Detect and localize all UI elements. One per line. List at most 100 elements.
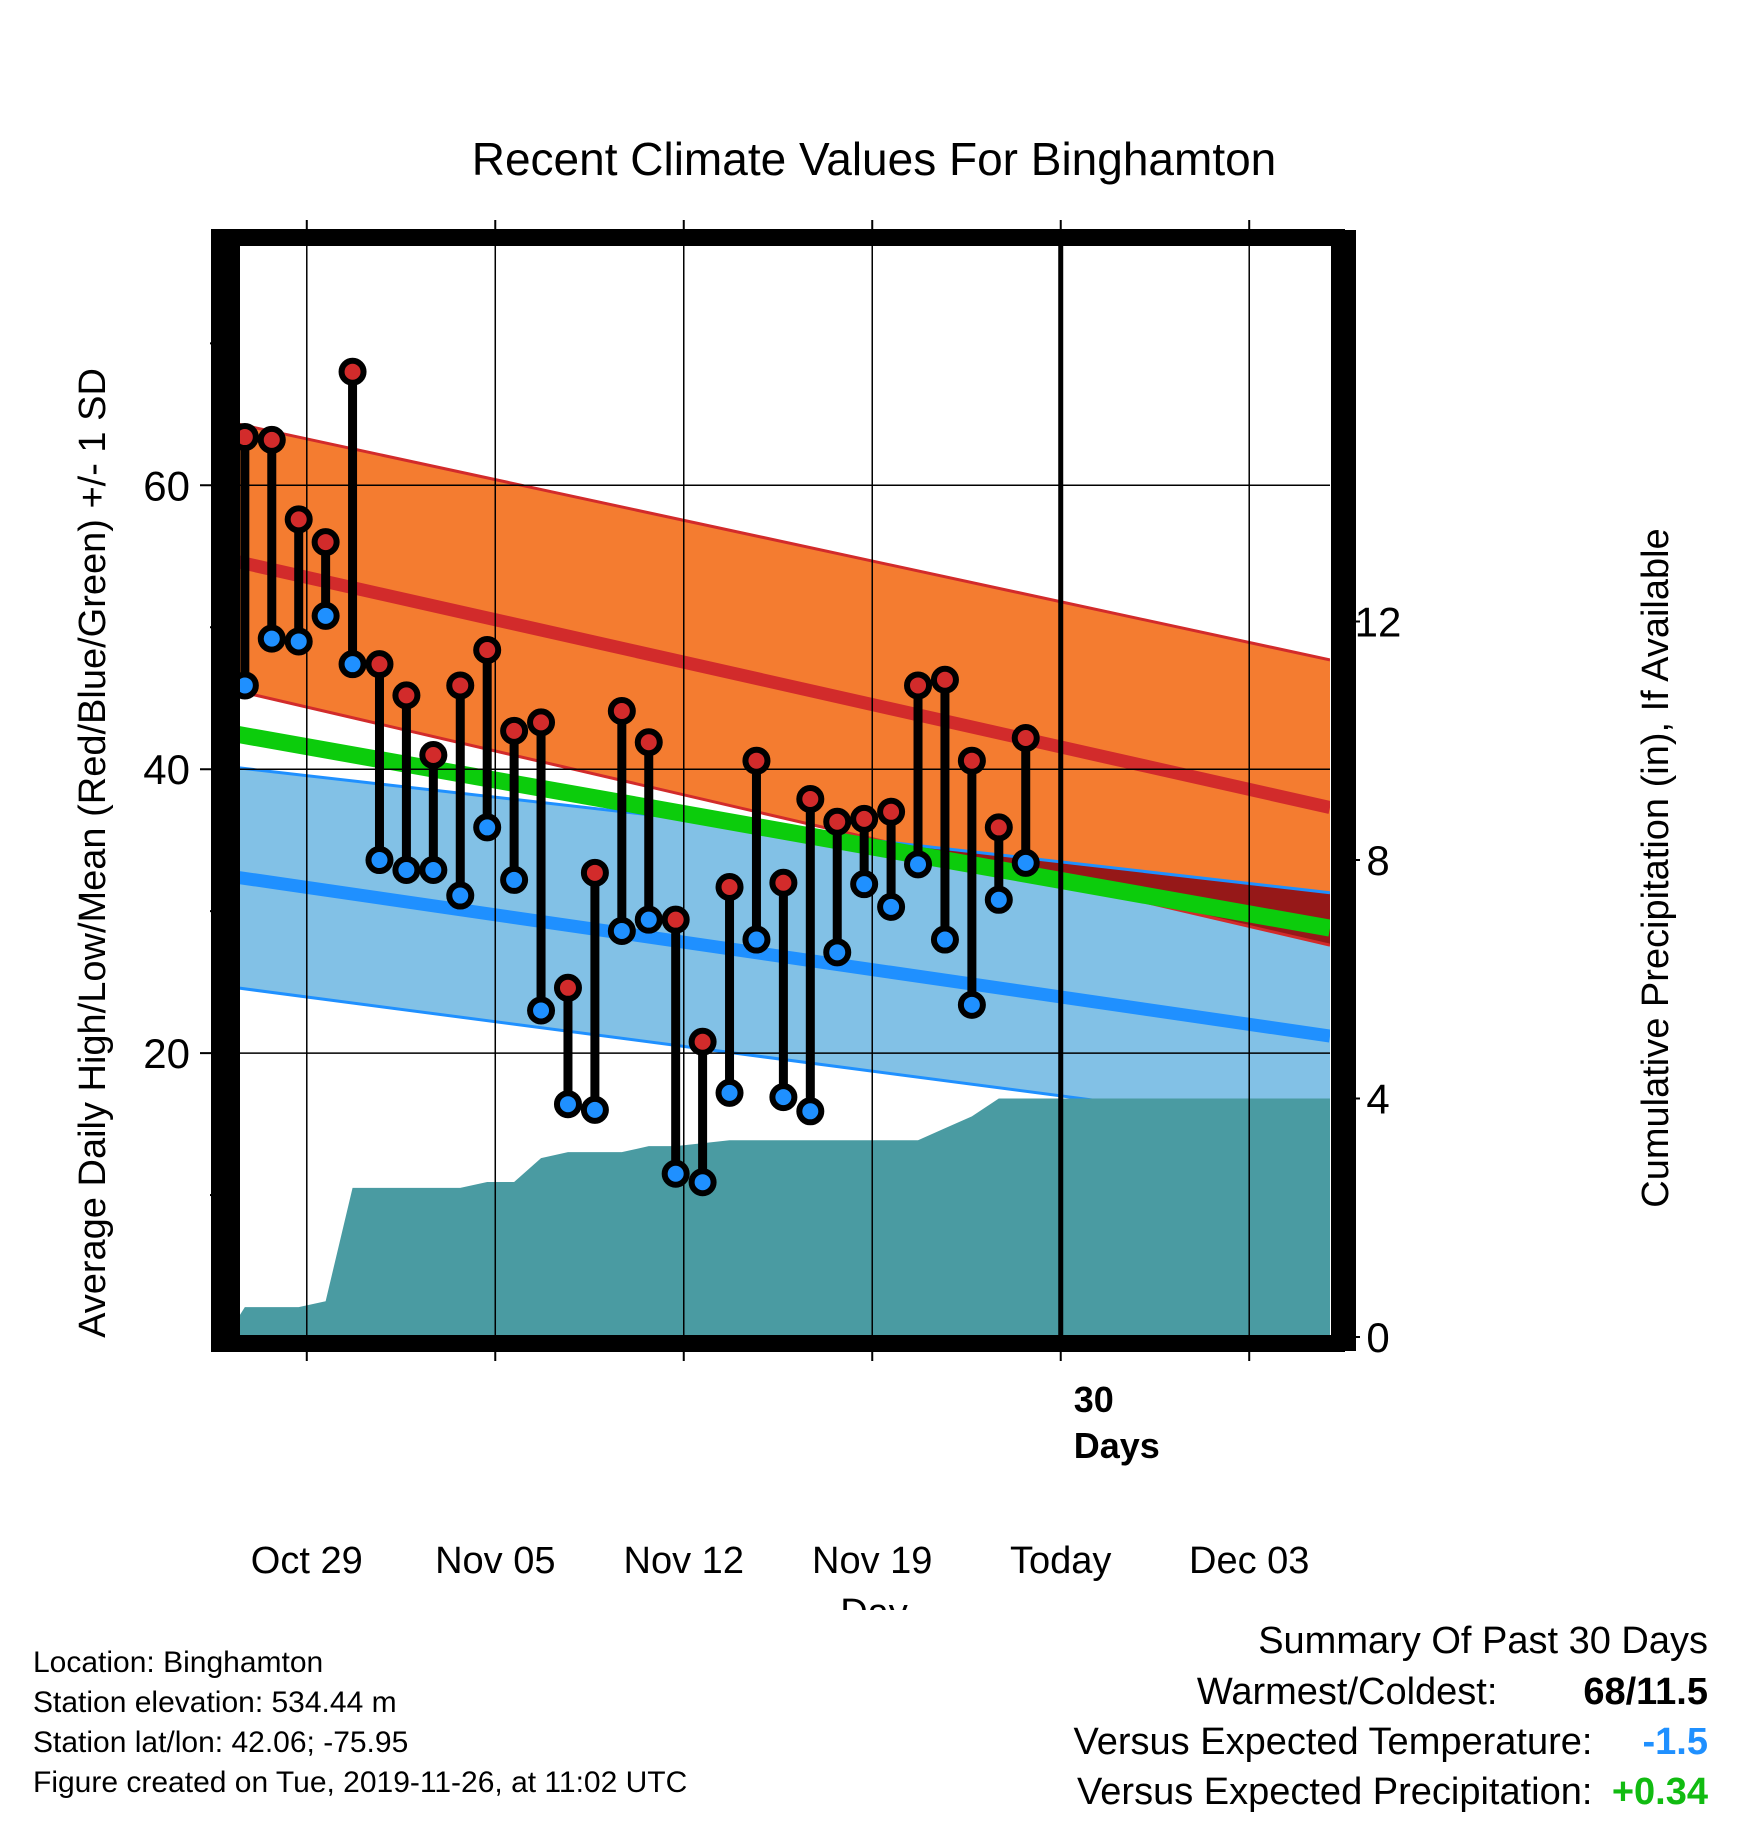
daily-high-point xyxy=(796,785,825,814)
daily-high-point xyxy=(715,873,744,902)
daily-low-point xyxy=(661,1159,690,1188)
daily-low-point xyxy=(796,1097,825,1126)
x-tick-label: Dec 03 xyxy=(1189,1540,1309,1582)
daily-high-point xyxy=(473,635,502,664)
summary-precipitation: Versus Expected Precipitation: +0.34 xyxy=(1074,1767,1708,1817)
daily-high-point xyxy=(877,797,906,826)
daily-high-point xyxy=(984,813,1013,842)
daily-low-point xyxy=(500,865,529,894)
daily-high-point xyxy=(634,728,663,757)
daily-high-point xyxy=(419,741,448,770)
daily-high-point xyxy=(527,708,556,737)
daily-low-point xyxy=(446,881,475,910)
climate-chart: Recent Climate Values For Binghamton 30 D… xyxy=(72,133,1677,1610)
daily-high-point xyxy=(338,357,367,386)
daily-low-point xyxy=(1011,848,1040,877)
x-tick-label: Nov 19 xyxy=(812,1540,932,1582)
daily-high-point xyxy=(500,716,529,745)
daily-high-point xyxy=(1011,723,1040,752)
daily-high-point xyxy=(284,505,313,534)
daily-low-point xyxy=(715,1078,744,1107)
daily-high-point xyxy=(850,804,879,833)
precip-label: Versus Expected Precipitation: xyxy=(1077,1771,1593,1813)
created-text: Figure created on Tue, 2019-11-26, at 11… xyxy=(33,1766,688,1799)
daily-high-point xyxy=(930,665,959,694)
daily-high-point xyxy=(607,697,636,726)
daily-low-point xyxy=(877,892,906,921)
y-tick-label-right: 12 xyxy=(1355,598,1402,645)
daily-low-point xyxy=(257,624,286,653)
y-tick-label-right: 4 xyxy=(1366,1075,1389,1122)
daily-high-point xyxy=(553,973,582,1002)
daily-high-point xyxy=(742,746,771,775)
daily-low-point xyxy=(823,938,852,967)
daily-low-point xyxy=(688,1168,717,1197)
daily-low-point xyxy=(634,905,663,934)
daily-low-point xyxy=(769,1083,798,1112)
y-tick-label-left: 20 xyxy=(143,1030,190,1077)
today-annotation: 30 Days xyxy=(1074,1379,1160,1466)
precip-area xyxy=(226,1098,1330,1337)
x-tick-label: Today xyxy=(1010,1540,1111,1582)
warmest-coldest-value: 68/11.5 xyxy=(1583,1671,1708,1713)
daily-high-point xyxy=(311,528,340,557)
daily-high-point xyxy=(957,746,986,775)
x-axis-label: Day xyxy=(840,1592,908,1610)
daily-high-point xyxy=(392,681,421,710)
location-text: Location: Binghamton xyxy=(33,1646,324,1679)
daily-low-point xyxy=(338,650,367,679)
x-tick-label: Oct 29 xyxy=(251,1540,363,1582)
daily-high-point xyxy=(257,425,286,454)
daily-low-point xyxy=(365,846,394,875)
high-sd-upper-line xyxy=(226,419,1330,662)
y-tick-label-right: 0 xyxy=(1366,1314,1389,1361)
daily-low-point xyxy=(742,925,771,954)
low-sd-band xyxy=(226,766,1330,1132)
warmest-coldest-label: Warmest/Coldest: xyxy=(1196,1671,1498,1713)
daily-low-point xyxy=(527,996,556,1025)
daily-low-point xyxy=(392,855,421,884)
summary-panel: Summary Of Past 30 Days Warmest/Coldest:… xyxy=(1074,1615,1708,1817)
daily-low-point xyxy=(553,1090,582,1119)
station-info: Location: Binghamton Station elevation: … xyxy=(33,1643,687,1803)
y-axis-label-left: Average Daily High/Low/Mean (Red/Blue/Gr… xyxy=(72,368,114,1338)
today-annotation-line: Days xyxy=(1074,1425,1160,1466)
normal-low-line xyxy=(226,869,1330,1043)
today-annotation-line: 30 xyxy=(1074,1379,1114,1420)
daily-high-point xyxy=(580,858,609,887)
axes: 30 Days Oct 29 Nov 05 Nov 12 Nov 19 Today Dec 0… xyxy=(143,220,1401,1582)
daily-low-point xyxy=(580,1095,609,1124)
x-tick-label: Nov 05 xyxy=(435,1540,555,1582)
y-tick-label-right: 8 xyxy=(1366,837,1389,884)
daily-high-point xyxy=(823,807,852,836)
precip-value: +0.34 xyxy=(1611,1771,1708,1813)
daily-low-point xyxy=(607,917,636,946)
summary-warmest-coldest: Warmest/Coldest: 68/11.5 xyxy=(1074,1667,1708,1717)
y-tick-label-left: 40 xyxy=(143,746,190,793)
daily-high-point xyxy=(446,671,475,700)
chart-title: Recent Climate Values For Binghamton xyxy=(472,133,1277,185)
temp-label: Versus Expected Temperature: xyxy=(1073,1721,1593,1763)
daily-low-point xyxy=(930,925,959,954)
summary-heading: Summary Of Past 30 Days xyxy=(1258,1620,1708,1662)
daily-high-point xyxy=(904,671,933,700)
daily-low-point xyxy=(473,813,502,842)
daily-low-point xyxy=(984,885,1013,914)
latlon-text: Station lat/lon: 42.06; -75.95 xyxy=(33,1726,409,1759)
normal-high-line xyxy=(226,552,1330,814)
elevation-text: Station elevation: 534.44 m xyxy=(33,1686,397,1719)
x-tick-label: Nov 12 xyxy=(624,1540,744,1582)
plot-area xyxy=(226,244,1330,1337)
plot-frame-outer xyxy=(211,229,1345,1352)
daily-low-point xyxy=(850,870,879,899)
y-axis-label-right: Cumulative Precipitation (in), If Availa… xyxy=(1635,528,1677,1207)
daily-high-point xyxy=(769,868,798,897)
daily-high-point xyxy=(688,1027,717,1056)
temp-value: -1.5 xyxy=(1642,1721,1708,1763)
daily-low-point xyxy=(311,601,340,630)
daily-low-point xyxy=(419,855,448,884)
daily-low-point xyxy=(284,627,313,656)
daily-high-point xyxy=(365,650,394,679)
daily-high-point xyxy=(661,905,690,934)
summary-temperature: Versus Expected Temperature: -1.5 xyxy=(1074,1717,1708,1767)
